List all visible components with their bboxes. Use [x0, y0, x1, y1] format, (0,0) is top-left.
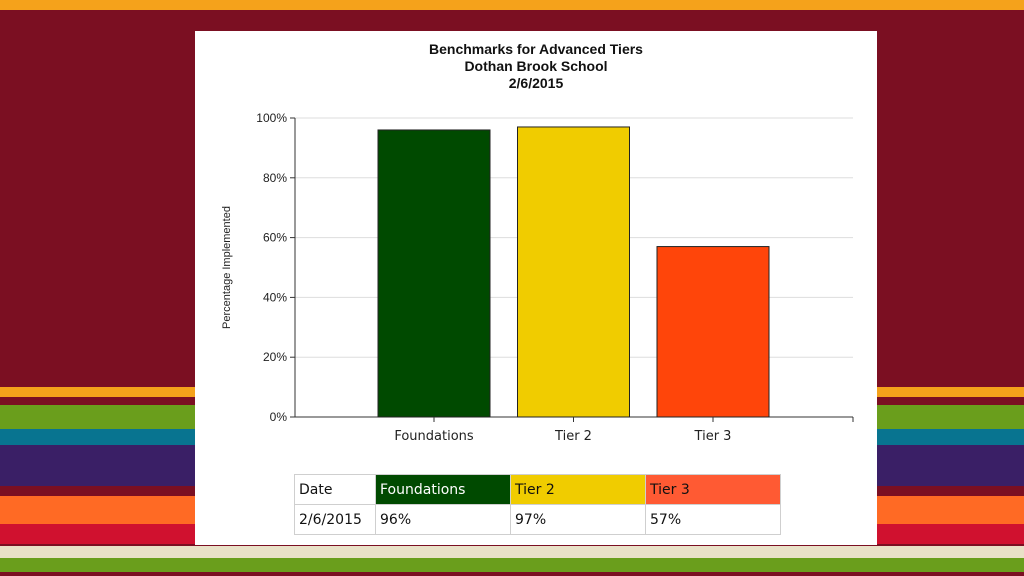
stripe-maroon-low: [0, 544, 1024, 546]
y-tick-label: 100%: [256, 111, 287, 125]
header-tier3: Tier 3: [645, 474, 781, 505]
y-tick-label: 20%: [263, 350, 287, 364]
header-tier2: Tier 2: [510, 474, 646, 505]
chart-subtitle-date: 2/6/2015: [508, 75, 564, 91]
cell-tier3: 57%: [645, 504, 781, 535]
table-row: 2/6/2015 96% 97% 57%: [294, 504, 781, 535]
cell-date: 2/6/2015: [294, 504, 376, 535]
bar-chart: 0% 20% 40% 60% 80% 100% Foundations Tier 2 Tier …: [221, 111, 854, 444]
bar-foundations: [377, 129, 491, 418]
stripe-cream: [0, 546, 1024, 558]
cell-tier2: 97%: [510, 504, 646, 535]
cell-foundations: 96%: [375, 504, 511, 535]
table-header-row: Date Foundations Tier 2 Tier 3: [294, 474, 781, 505]
chart-card: Benchmarks for Advanced Tiers Dothan Bro…: [195, 31, 877, 545]
x-tick-label: Tier 2: [554, 429, 592, 444]
chart-title: Benchmarks for Advanced Tiers: [429, 41, 643, 57]
y-tick-label: 80%: [263, 171, 287, 185]
top-stripe: [0, 0, 1024, 10]
bar-tier-3: [656, 246, 770, 418]
chart-subtitle-school: Dothan Brook School: [464, 58, 608, 74]
y-axis-label: Percentage Implemented: [221, 206, 233, 329]
stripe-green-low: [0, 558, 1024, 572]
x-tick-label: Foundations: [394, 429, 474, 444]
stripe-maroon-bottom: [0, 572, 1024, 576]
y-tick-label: 60%: [263, 231, 287, 245]
y-tick-label: 40%: [263, 290, 287, 304]
y-tick-label: 0%: [270, 410, 288, 424]
x-tick-label: Tier 3: [694, 429, 732, 444]
chart-title-block: Benchmarks for Advanced Tiers Dothan Bro…: [195, 41, 877, 92]
data-table: Date Foundations Tier 2 Tier 3 2/6/2015 …: [294, 474, 781, 535]
header-date: Date: [294, 474, 376, 505]
bar-tier-2: [517, 126, 630, 418]
header-foundations: Foundations: [375, 474, 511, 505]
